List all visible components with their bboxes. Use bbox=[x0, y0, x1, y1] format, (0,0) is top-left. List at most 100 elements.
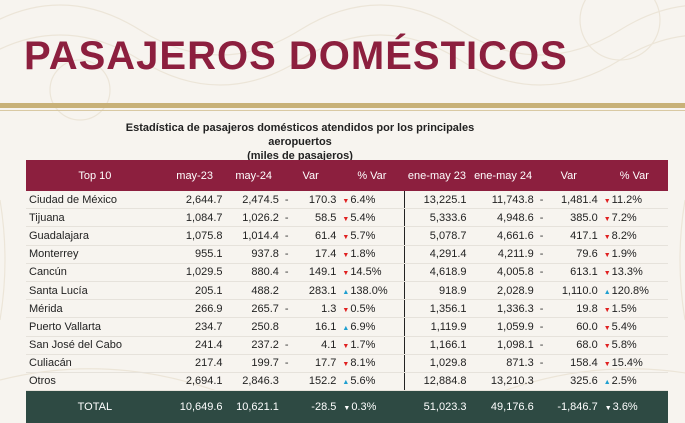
percent-value: 13.3% bbox=[611, 266, 643, 279]
pct-var2-cell: ▼7.2% bbox=[600, 208, 668, 228]
down-arrow-icon: ▼ bbox=[603, 233, 611, 241]
total-var2: -1,846.7 bbox=[551, 390, 601, 423]
may23-value: 2,644.7 bbox=[163, 191, 226, 210]
table-row: Ciudad de México 2,644.7 2,474.5-170.3 ▼6.4… bbox=[26, 191, 668, 210]
airport-name: Ciudad de México bbox=[26, 191, 164, 210]
percent-value: 14.5% bbox=[350, 266, 382, 279]
total-may23: 10,649.6 bbox=[163, 390, 226, 423]
percent-value: 2.5% bbox=[611, 375, 637, 388]
percent-value: 5.6% bbox=[350, 375, 376, 388]
percent-value: 1.7% bbox=[350, 339, 376, 352]
var-sign: - bbox=[281, 226, 298, 246]
table-row: Culiacán 217.4 199.7-17.7 ▼8.1% 1,029.8 871.3… bbox=[26, 354, 668, 373]
down-arrow-icon: ▼ bbox=[342, 252, 350, 260]
down-arrow-icon: ▼ bbox=[603, 343, 611, 351]
var-value: 58.5 bbox=[297, 208, 340, 228]
ene-may24-value: 4,948.6 bbox=[469, 208, 537, 228]
ene-may23-value: 1,166.1 bbox=[403, 336, 470, 355]
pct-var2-cell: ▲120.8% bbox=[600, 281, 668, 301]
up-arrow-icon: ▲ bbox=[603, 379, 611, 387]
var2-sign: - bbox=[536, 263, 552, 282]
pct-var2-cell: ▲2.5% bbox=[600, 372, 668, 392]
ene-may23-value: 12,884.8 bbox=[403, 372, 470, 392]
down-arrow-icon: ▼ bbox=[603, 306, 611, 314]
down-arrow-icon: ▼ bbox=[342, 215, 350, 223]
var2-value: 19.8 bbox=[551, 299, 601, 319]
airport-name: Monterrey bbox=[26, 245, 164, 264]
may23-value: 234.7 bbox=[163, 317, 226, 337]
ene-may24-value: 4,661.6 bbox=[469, 226, 537, 246]
may24-value: 488.2 bbox=[225, 281, 282, 301]
percent-value: 11.2% bbox=[611, 193, 643, 206]
ene-may24-value: 4,211.9 bbox=[469, 245, 537, 264]
percent-value: 0.3% bbox=[351, 401, 377, 414]
down-arrow-icon: ▼ bbox=[603, 252, 611, 260]
table-row: San José del Cabo 241.4 237.2-4.1 ▼1.7% 1,16… bbox=[26, 336, 668, 355]
may24-value: 237.2 bbox=[225, 336, 282, 355]
percent-value: 5.7% bbox=[350, 229, 376, 242]
header-ene-may23: ene-may 23 bbox=[404, 160, 470, 191]
down-arrow-icon: ▼ bbox=[603, 197, 611, 205]
down-arrow-icon: ▼ bbox=[342, 343, 350, 351]
header-var: Var bbox=[281, 160, 340, 191]
total-var: -28.5 bbox=[297, 390, 340, 423]
var-sign bbox=[281, 317, 298, 337]
var-sign: - bbox=[281, 191, 298, 210]
table-header-row: Top 10 may-23 may-24 Var % Var ene-may 2… bbox=[26, 160, 668, 191]
down-arrow-icon: ▼ bbox=[342, 361, 350, 369]
down-arrow-icon: ▼ bbox=[604, 405, 612, 413]
may24-value: 2,846.3 bbox=[225, 372, 282, 392]
var-sign: - bbox=[281, 299, 298, 319]
var2-value: 325.6 bbox=[551, 372, 601, 392]
down-arrow-icon: ▼ bbox=[603, 361, 611, 369]
var2-sign: - bbox=[536, 226, 552, 246]
var2-value: 158.4 bbox=[551, 354, 601, 373]
pct-var-cell: ▼1.8% bbox=[339, 245, 405, 264]
percent-value: 5.8% bbox=[611, 339, 637, 352]
airport-name: Culiacán bbox=[26, 354, 164, 373]
header-pct-var: % Var bbox=[339, 160, 405, 191]
var2-value: 417.1 bbox=[551, 226, 601, 246]
ene-may24-value: 4,005.8 bbox=[469, 263, 537, 282]
var2-sign: - bbox=[536, 336, 552, 355]
may23-value: 2,694.1 bbox=[163, 372, 226, 392]
ene-may24-value: 2,028.9 bbox=[469, 281, 537, 301]
pct-var-cell: ▼0.5% bbox=[339, 299, 405, 319]
down-arrow-icon: ▼ bbox=[343, 405, 351, 413]
var2-sign: - bbox=[536, 245, 552, 264]
var2-sign: - bbox=[536, 299, 552, 319]
may23-value: 1,075.8 bbox=[163, 226, 226, 246]
percent-value: 1.8% bbox=[350, 248, 376, 261]
up-arrow-icon: ▲ bbox=[342, 379, 350, 387]
percent-value: 1.5% bbox=[611, 302, 637, 315]
pct-var2-cell: ▼11.2% bbox=[600, 191, 668, 210]
pct-var2-cell: ▼1.5% bbox=[600, 299, 668, 319]
var-value: 149.1 bbox=[297, 263, 340, 282]
title-rule bbox=[0, 103, 685, 108]
ene-may23-value: 1,119.9 bbox=[403, 317, 470, 337]
may24-value: 1,026.2 bbox=[225, 208, 282, 228]
pct-var-cell: ▼5.7% bbox=[339, 226, 405, 246]
var2-sign bbox=[536, 281, 552, 301]
percent-value: 6.9% bbox=[350, 320, 376, 333]
ene-may23-value: 1,029.8 bbox=[403, 354, 470, 373]
percent-value: 0.5% bbox=[350, 302, 376, 315]
var2-value: 1,110.0 bbox=[551, 281, 601, 301]
percent-value: 5.4% bbox=[350, 211, 376, 224]
var2-value: 1,481.4 bbox=[551, 191, 601, 210]
may24-value: 880.4 bbox=[225, 263, 282, 282]
var2-sign: - bbox=[536, 191, 552, 210]
var-sign: - bbox=[281, 208, 298, 228]
may24-value: 2,474.5 bbox=[225, 191, 282, 210]
percent-value: 120.8% bbox=[611, 284, 649, 297]
percent-value: 5.4% bbox=[611, 320, 637, 333]
down-arrow-icon: ▼ bbox=[603, 324, 611, 332]
pct-var-cell: ▲5.6% bbox=[339, 372, 405, 392]
may23-value: 1,029.5 bbox=[163, 263, 226, 282]
airport-name: Mérida bbox=[26, 299, 164, 319]
total-pct-var: ▼0.3% bbox=[339, 390, 405, 423]
var-sign: - bbox=[281, 354, 298, 373]
table-row: Guadalajara 1,075.8 1,014.4-61.4 ▼5.7% 5,078… bbox=[26, 226, 668, 246]
header-pct-var2: % Var bbox=[600, 160, 668, 191]
up-arrow-icon: ▲ bbox=[603, 288, 611, 296]
